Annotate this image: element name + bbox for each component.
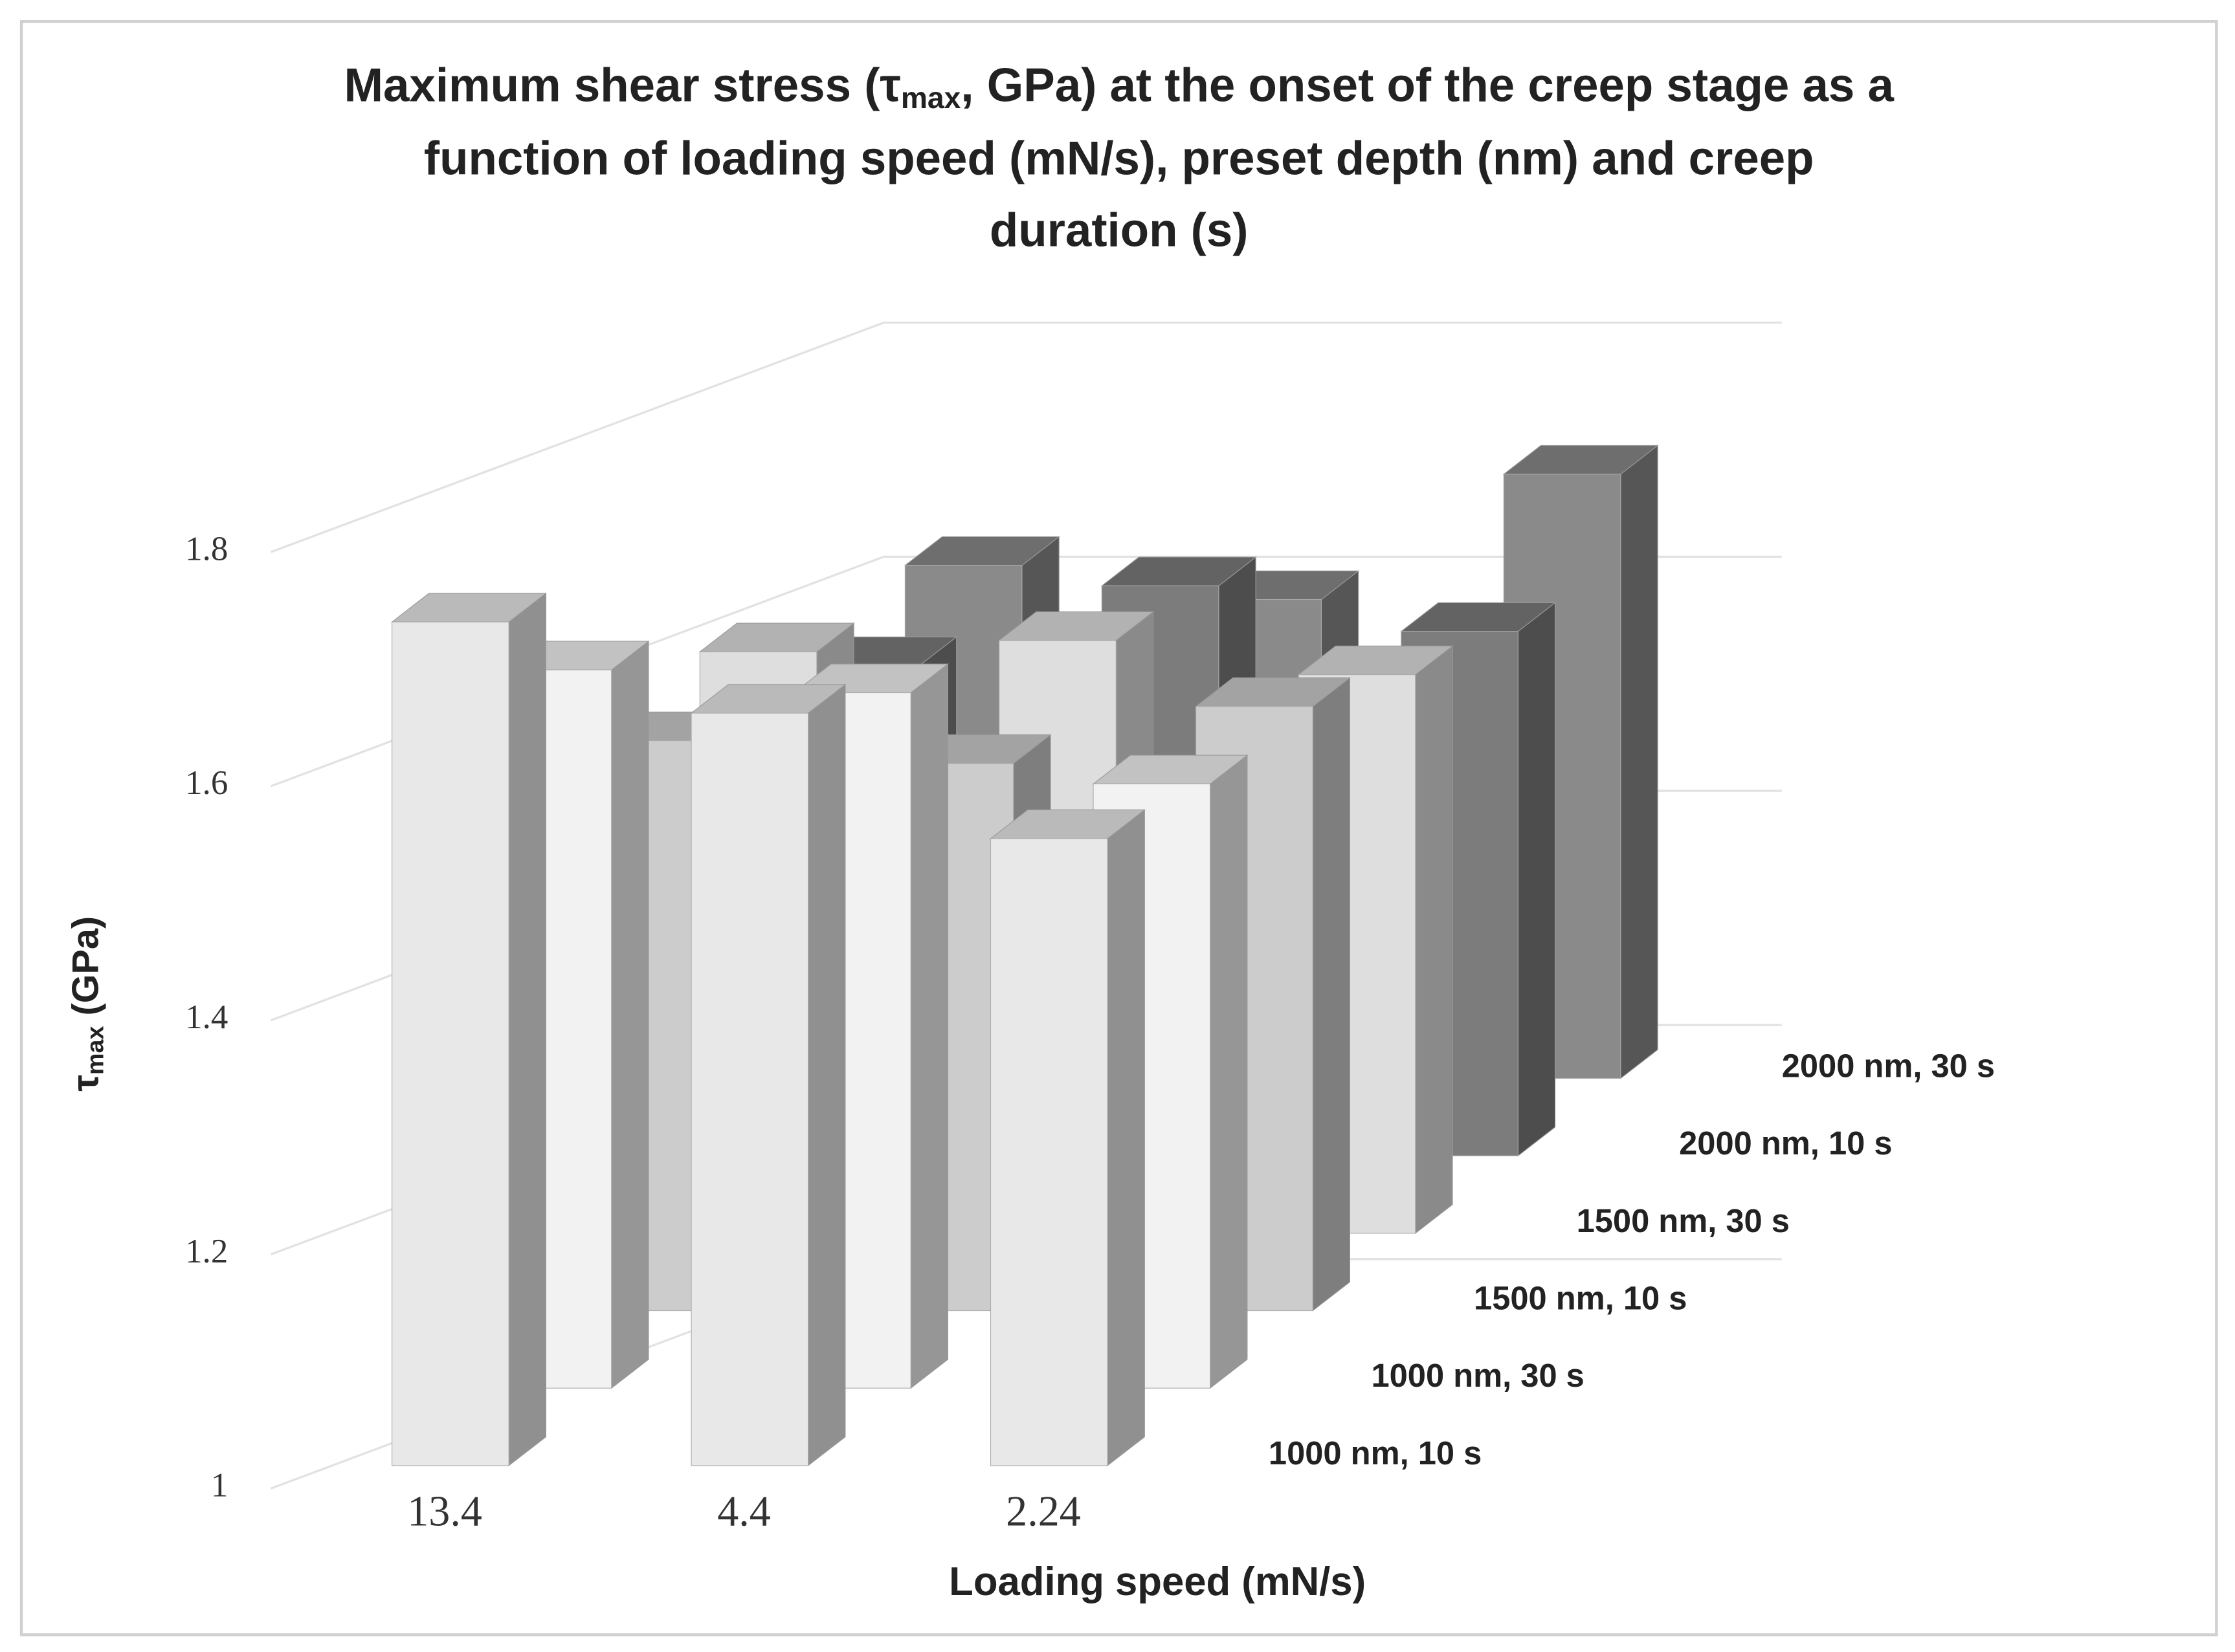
title-part: Maximum shear stress (τ (344, 60, 901, 112)
bar-side (1517, 602, 1556, 1157)
bar-side (1620, 445, 1658, 1079)
bar-side (910, 663, 948, 1389)
bar-side (611, 640, 649, 1389)
grid-line (270, 321, 1782, 553)
chart-title: duration (s) (990, 204, 1249, 256)
series-label: 1000 nm, 30 s (1371, 1357, 1584, 1394)
bar-side (1312, 677, 1351, 1312)
y-tick-label: 1 (211, 1466, 228, 1504)
y-label-subscript: max (82, 1026, 109, 1075)
y-label-part: τ (65, 1075, 107, 1092)
title-subscript: max (901, 81, 961, 115)
y-label-part: (GPa) (65, 916, 107, 1026)
y-axis-label: τmax (GPa) (65, 916, 109, 1092)
bar (990, 838, 1108, 1466)
chart-title: function of loading speed (mN/s), preset… (424, 133, 1814, 185)
title-part: , GPa) at the onset of the creep stage a… (961, 60, 1894, 112)
x-tick-label: 13.4 (407, 1488, 482, 1536)
bar-side (1210, 754, 1248, 1389)
bar (392, 621, 509, 1466)
x-axis-label: Loading speed (mN/s) (949, 1559, 1366, 1604)
y-tick-label: 1.4 (185, 998, 228, 1036)
y-tick-label: 1.2 (185, 1233, 228, 1270)
bar-side (808, 683, 846, 1467)
y-tick-label: 1.8 (185, 530, 228, 567)
bar-side (1415, 645, 1453, 1235)
x-tick-label: 2.24 (1006, 1488, 1081, 1536)
bar (691, 712, 809, 1466)
bar-side (508, 592, 546, 1467)
series-label: 1500 nm, 30 s (1577, 1202, 1790, 1239)
series-label: 1000 nm, 10 s (1269, 1435, 1482, 1471)
chart-title: Maximum shear stress (τmax, GPa) at the … (344, 60, 1895, 115)
x-tick-label: 4.4 (717, 1488, 771, 1536)
series-label: 2000 nm, 30 s (1782, 1047, 1995, 1084)
series-label: 1500 nm, 10 s (1474, 1279, 1687, 1316)
series-label: 2000 nm, 10 s (1679, 1125, 1892, 1162)
bar-side (1107, 809, 1145, 1467)
y-tick-label: 1.6 (185, 764, 228, 802)
